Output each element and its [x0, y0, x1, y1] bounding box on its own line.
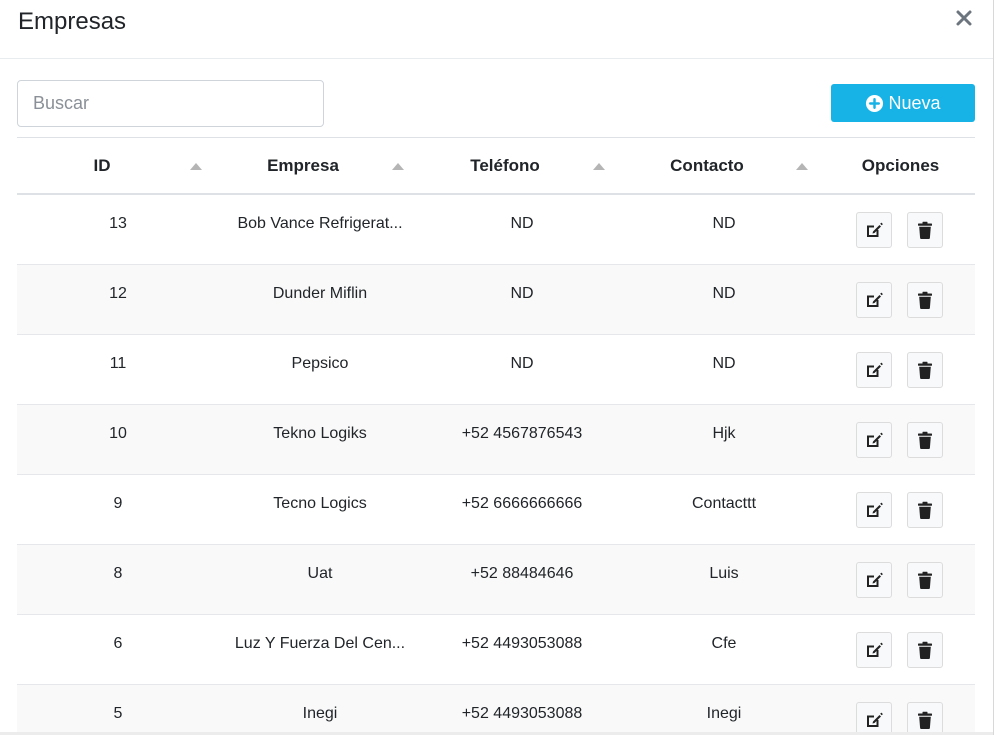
edit-button[interactable]: [856, 562, 892, 598]
trash-icon: [918, 431, 932, 449]
close-icon: [956, 10, 972, 26]
cell-telefono: ND: [510, 215, 534, 232]
cell-empresa: Uat: [307, 565, 333, 582]
table-row: 13 Bob Vance Refrigerat... ND ND: [17, 195, 975, 265]
sort-id-icon[interactable]: [190, 163, 202, 170]
edit-icon: [867, 642, 883, 657]
delete-button[interactable]: [907, 282, 943, 318]
delete-button[interactable]: [907, 702, 943, 735]
delete-button[interactable]: [907, 562, 943, 598]
edit-icon: [867, 502, 883, 517]
column-header-empresa[interactable]: Empresa: [267, 156, 339, 175]
search-input[interactable]: [17, 80, 324, 127]
new-company-button[interactable]: Nueva: [831, 84, 975, 122]
edit-icon: [867, 362, 883, 377]
edit-icon: [867, 222, 883, 237]
modal-title: Empresas: [18, 8, 127, 35]
cell-id: 9: [113, 495, 123, 512]
delete-button[interactable]: [907, 212, 943, 248]
cell-empresa: Bob Vance Refrigerat...: [237, 215, 403, 232]
edit-button[interactable]: [856, 212, 892, 248]
cell-id: 6: [113, 635, 123, 652]
column-header-id[interactable]: ID: [93, 156, 111, 175]
edit-icon: [867, 572, 883, 587]
cell-telefono: +52 4567876543: [461, 425, 583, 442]
table-row: 5 Inegi +52 4493053088 Inegi: [17, 685, 975, 735]
modal-header: Empresas: [0, 0, 993, 59]
trash-icon: [918, 361, 932, 379]
cell-contacto: Cfe: [711, 635, 737, 652]
cell-contacto: ND: [712, 215, 736, 232]
trash-icon: [918, 221, 932, 239]
cell-contacto: Luis: [709, 565, 739, 582]
close-button[interactable]: [950, 4, 978, 32]
table-row: 12 Dunder Miflin ND ND: [17, 265, 975, 335]
column-header-contacto[interactable]: Contacto: [670, 156, 744, 175]
cell-id: 8: [113, 565, 123, 582]
trash-icon: [918, 711, 932, 729]
cell-telefono: +52 88484646: [470, 565, 574, 582]
cell-empresa: Inegi: [302, 705, 338, 722]
table-body: 13 Bob Vance Refrigerat... ND ND 12 Dund…: [17, 195, 975, 735]
edit-icon: [867, 432, 883, 447]
edit-button[interactable]: [856, 422, 892, 458]
trash-icon: [918, 641, 932, 659]
cell-contacto: ND: [712, 285, 736, 302]
table-row: 8 Uat +52 88484646 Luis: [17, 545, 975, 615]
cell-id: 5: [113, 705, 123, 722]
cell-empresa: Dunder Miflin: [272, 285, 368, 302]
cell-telefono: ND: [510, 285, 534, 302]
table-row: 9 Tecno Logics +52 6666666666 Contacttt: [17, 475, 975, 545]
cell-contacto: Inegi: [706, 705, 742, 722]
edit-button[interactable]: [856, 352, 892, 388]
column-header-opciones: Opciones: [861, 156, 940, 175]
bottom-strip: [0, 732, 993, 735]
delete-button[interactable]: [907, 352, 943, 388]
edit-button[interactable]: [856, 632, 892, 668]
trash-icon: [918, 571, 932, 589]
plus-circle-icon: [866, 94, 884, 112]
cell-empresa: Tekno Logiks: [273, 425, 367, 442]
column-header-telefono[interactable]: Teléfono: [470, 156, 540, 175]
cell-empresa: Pepsico: [291, 355, 349, 372]
cell-telefono: ND: [510, 355, 534, 372]
cell-id: 13: [109, 215, 127, 232]
delete-button[interactable]: [907, 492, 943, 528]
sort-contacto-icon[interactable]: [796, 163, 808, 170]
sort-telefono-icon[interactable]: [593, 163, 605, 170]
cell-telefono: +52 4493053088: [461, 705, 583, 722]
edit-button[interactable]: [856, 492, 892, 528]
cell-id: 10: [109, 425, 127, 442]
cell-empresa: Tecno Logics: [273, 495, 367, 512]
table-row: 6 Luz Y Fuerza Del Cen... +52 4493053088…: [17, 615, 975, 685]
trash-icon: [918, 501, 932, 519]
cell-contacto: Hjk: [712, 425, 736, 442]
table-row: 11 Pepsico ND ND: [17, 335, 975, 405]
new-button-label: Nueva: [888, 92, 941, 113]
cell-contacto: Contacttt: [691, 495, 757, 512]
cell-empresa: Luz Y Fuerza Del Cen...: [234, 635, 406, 652]
cell-id: 12: [109, 285, 127, 302]
cell-telefono: +52 4493053088: [461, 635, 583, 652]
trash-icon: [918, 291, 932, 309]
cell-id: 11: [109, 355, 127, 372]
delete-button[interactable]: [907, 422, 943, 458]
edit-button[interactable]: [856, 702, 892, 735]
table-header: ID Empresa Teléfono Contacto Opciones: [17, 138, 975, 195]
edit-button[interactable]: [856, 282, 892, 318]
cell-contacto: ND: [712, 355, 736, 372]
table-row: 10 Tekno Logiks +52 4567876543 Hjk: [17, 405, 975, 475]
companies-table: ID Empresa Teléfono Contacto Opciones 13…: [17, 137, 975, 735]
delete-button[interactable]: [907, 632, 943, 668]
cell-telefono: +52 6666666666: [461, 495, 583, 512]
edit-icon: [867, 712, 883, 727]
edit-icon: [867, 292, 883, 307]
sort-empresa-icon[interactable]: [392, 163, 404, 170]
